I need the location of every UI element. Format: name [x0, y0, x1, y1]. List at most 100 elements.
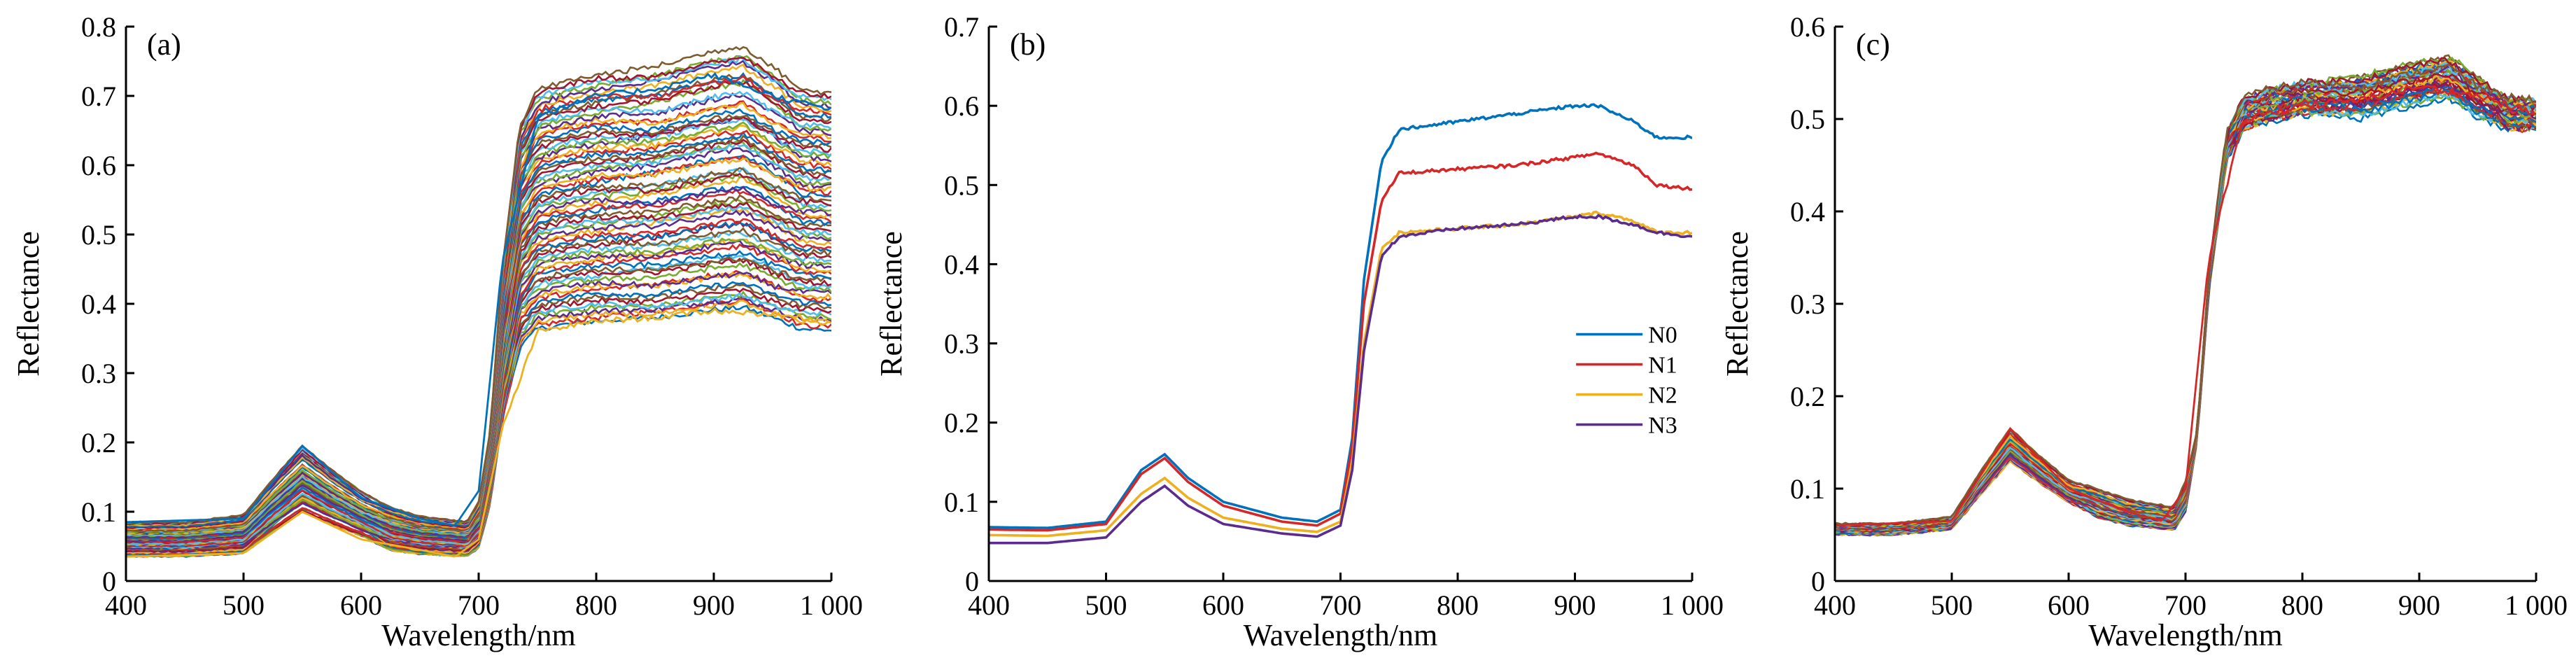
- spectrum-line: [126, 100, 831, 531]
- spectrum-line: [1835, 54, 2536, 528]
- series-line-n1: [989, 151, 1692, 532]
- spectrum-line: [1835, 63, 2536, 526]
- series-line-1: [126, 307, 831, 558]
- x-tick-label: 800: [2281, 589, 2323, 621]
- y-tick-label: 0.4: [1790, 196, 1825, 227]
- spectrum-line: [1835, 64, 2536, 531]
- spectrum-line: [1835, 84, 2536, 534]
- x-tick-label: 700: [458, 589, 500, 621]
- spectrum-line: [1835, 94, 2536, 537]
- spectrum-line: [1835, 57, 2536, 530]
- spectrum-line: [1835, 66, 2536, 529]
- panel-label: (b): [1010, 27, 1046, 62]
- series-group: [989, 103, 1692, 545]
- y-tick-label: 0.6: [1790, 11, 1825, 43]
- spectrum-line: [126, 46, 831, 524]
- x-tick-label: 1 000: [800, 589, 863, 621]
- spectrum-line: [1835, 85, 2536, 532]
- spectrum-line: [1835, 74, 2536, 533]
- x-tick-label: 400: [105, 589, 147, 621]
- x-axis-title: Wavelength/nm: [2088, 618, 2283, 652]
- spectrum-line: [1835, 77, 2536, 533]
- spectrum-line: [126, 147, 831, 539]
- y-tick-label: 0.8: [81, 11, 116, 43]
- y-tick-label: 0.1: [1790, 473, 1825, 505]
- panel-b: 400 500 600 700 800 900 1 000 0 0.1 0.2 0.3 0.4 0.5 0…: [874, 11, 1724, 652]
- y-tick-label: 0: [1811, 566, 1825, 597]
- y-tick-label: 0.7: [81, 80, 116, 112]
- spectrum-line: [1835, 85, 2536, 535]
- y-tick-label: 0.3: [81, 358, 116, 389]
- y-axis-title: Reflectance: [1720, 231, 1754, 377]
- series-line-0: [126, 72, 831, 527]
- y-axis-title: Reflectance: [11, 231, 45, 377]
- legend-label: N1: [1648, 353, 1677, 379]
- x-axis-title: Wavelength/nm: [1244, 618, 1438, 652]
- y-tick-label: 0: [102, 566, 116, 597]
- spectrum-line: [1835, 65, 2536, 530]
- spectrum-line: [1835, 56, 2536, 526]
- spectrum-line: [1835, 63, 2536, 528]
- spectrum-line: [1835, 87, 2536, 536]
- series-group: [1835, 54, 2536, 537]
- spectrum-line: [1835, 88, 2536, 535]
- spectrum-line: [126, 113, 831, 533]
- spectrum-line: [126, 125, 831, 536]
- y-tick-label: 0.4: [944, 248, 979, 280]
- spectrum-line: [126, 188, 831, 544]
- series-line-n3: [989, 214, 1692, 545]
- y-tick-label: 0: [965, 566, 979, 597]
- y-tick-label: 0.4: [81, 288, 116, 320]
- y-tick-label: 0.5: [944, 169, 979, 201]
- spectrum-line: [1835, 59, 2536, 528]
- x-tick-label: 1 000: [1661, 589, 1724, 621]
- spectrum-line: [126, 142, 831, 536]
- series-line-n0: [989, 103, 1692, 530]
- y-tick-label: 0.6: [944, 90, 979, 122]
- spectrum-line: [126, 72, 831, 528]
- y-tick-label: 0.3: [944, 328, 979, 360]
- series-line-n2: [989, 210, 1692, 538]
- y-tick-label: 0.2: [944, 407, 979, 439]
- x-tick-label: 500: [223, 589, 265, 621]
- spectrum-line: [1835, 62, 2536, 526]
- x-tick-label: 900: [2398, 589, 2440, 621]
- spectrum-line: [1835, 77, 2536, 532]
- spectrum-line: [1835, 88, 2536, 535]
- x-tick-label: 800: [1437, 589, 1479, 621]
- spectrum-line: [1835, 70, 2536, 533]
- spectrum-line: [126, 271, 831, 554]
- y-tick-label: 0.3: [1790, 288, 1825, 320]
- spectrum-line: [1835, 57, 2536, 529]
- panel-label: (a): [147, 27, 181, 62]
- x-tick-label: 700: [1320, 589, 1362, 621]
- spectrum-line: [1835, 92, 2536, 536]
- y-tick-label: 0.5: [1790, 104, 1825, 135]
- x-tick-label: 500: [1085, 589, 1127, 621]
- y-tick-label: 0.2: [81, 427, 116, 458]
- spectrum-line: [1835, 69, 2536, 533]
- legend: N0 N1 N2 N3: [1576, 323, 1677, 439]
- spectrum-line: [1835, 60, 2536, 528]
- y-tick-label: 0.1: [944, 486, 979, 518]
- spectrum-line: [126, 72, 831, 527]
- spectrum-line: [126, 204, 831, 545]
- panel-a: 400 500 600 700 800 900 1 000 0 0.1 0.2 0.3 0.4 0.5 0…: [11, 11, 863, 652]
- y-tick-label: 0.7: [944, 11, 979, 43]
- spectrum-line: [1835, 88, 2536, 536]
- spectrum-line: [1835, 92, 2536, 536]
- spectrum-line: [1835, 69, 2536, 534]
- x-tick-label: 700: [2165, 589, 2207, 621]
- panel-c: 400 500 600 700 800 900 1 000 0 0.1 0.2 0.3 0.4 0.5 0…: [1720, 11, 2568, 652]
- x-tick-label: 1 000: [2505, 589, 2568, 621]
- spectrum-line: [1835, 64, 2536, 528]
- spectrum-line: [1835, 75, 2536, 529]
- series-group: [126, 46, 831, 558]
- spectrum-line: [1835, 80, 2536, 533]
- y-tick-label: 0.5: [81, 219, 116, 251]
- legend-label: N0: [1648, 323, 1677, 349]
- spectrum-line: [1835, 80, 2536, 531]
- spectrum-line: [1835, 79, 2536, 536]
- x-axis-title: Wavelength/nm: [381, 618, 576, 652]
